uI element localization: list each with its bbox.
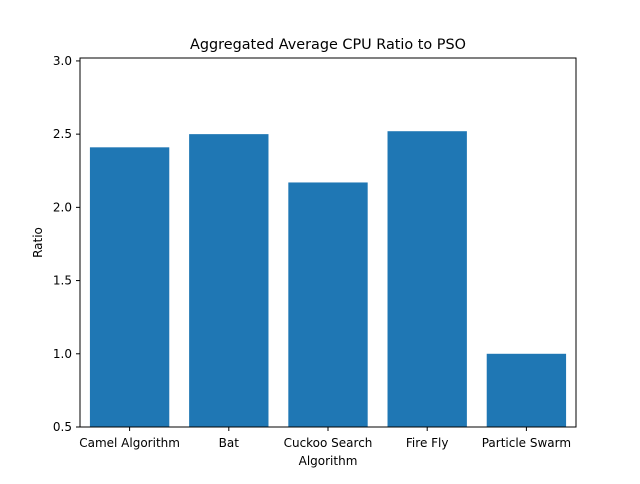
y-tick-label-2: 1.5 xyxy=(53,274,72,288)
y-axis-ticks: 0.5 1.0 1.5 2.0 2.5 3.0 xyxy=(53,54,80,434)
y-tick-label-0: 0.5 xyxy=(53,420,72,434)
bar-0 xyxy=(89,147,170,428)
y-tick-label-4: 2.5 xyxy=(53,127,72,141)
x-tick-label-2: Cuckoo Search xyxy=(284,436,373,450)
bars-layer xyxy=(89,131,567,428)
bar-1 xyxy=(189,134,269,427)
x-tick-label-0: Camel Algorithm xyxy=(79,436,180,450)
y-axis-label: Ratio xyxy=(31,227,45,258)
y-tick-label-5: 3.0 xyxy=(53,54,72,68)
bar-2 xyxy=(288,182,368,427)
x-axis-ticks: Camel Algorithm Bat Cuckoo Search Fire Fly P… xyxy=(79,427,571,450)
x-axis-label: Algorithm xyxy=(299,454,358,468)
x-tick-label-4: Particle Swarm xyxy=(482,436,571,450)
chart-title: Aggregated Average CPU Ratio to PSO xyxy=(190,37,466,53)
y-tick-label-1: 1.0 xyxy=(53,347,72,361)
bar-4 xyxy=(486,353,567,427)
bar-3 xyxy=(387,131,467,427)
x-tick-label-3: Fire Fly xyxy=(406,436,449,450)
y-tick-label-3: 2.0 xyxy=(53,200,72,214)
x-tick-label-1: Bat xyxy=(219,436,240,450)
